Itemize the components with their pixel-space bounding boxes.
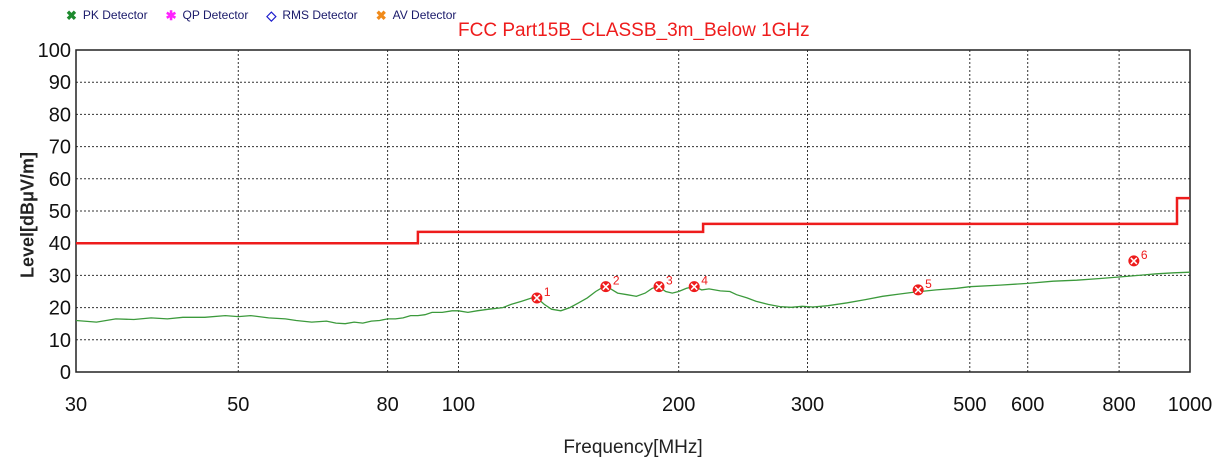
- pk-detector-marker-icon: ✖: [66, 7, 77, 23]
- x-axis-label: Frequency[MHz]: [563, 437, 703, 458]
- peak-marker-cross: [655, 283, 663, 291]
- y-tick-label: 10: [49, 330, 71, 352]
- y-tick-label: 20: [49, 298, 71, 320]
- x-tick-label: 100: [442, 394, 475, 416]
- rms-detector-marker-icon: ◇: [266, 7, 277, 23]
- x-tick-label: 500: [953, 394, 986, 416]
- y-tick-label: 30: [49, 265, 71, 287]
- chart-legend: ✖ PK Detector ✱ QP Detector ◇ RMS Detect…: [66, 7, 474, 23]
- limit-line: [76, 196, 1190, 245]
- peak-marker-label: 5: [925, 277, 932, 291]
- peak-marker-label: 6: [1141, 248, 1148, 262]
- legend-item-qp: ✱ QP Detector: [166, 8, 249, 22]
- y-tick-label: 90: [49, 72, 71, 94]
- y-tick-label: 100: [38, 40, 71, 62]
- peak-marker-label: 2: [613, 274, 620, 288]
- legend-item-av: ✖ AV Detector: [376, 8, 457, 22]
- av-detector-marker-icon: ✖: [375, 7, 387, 23]
- peak-marker-cross: [690, 283, 698, 291]
- x-tick-label: 1000: [1168, 394, 1213, 416]
- x-tick-label: 80: [376, 394, 398, 416]
- y-tick-label: 0: [60, 362, 71, 384]
- x-tick-label: 600: [1011, 394, 1044, 416]
- qp-detector-marker-icon: ✱: [165, 7, 177, 23]
- x-tick-label: 800: [1102, 394, 1135, 416]
- peak-marker-cross: [602, 283, 610, 291]
- pk-trace-line: [75, 271, 1191, 325]
- y-tick-label: 40: [49, 233, 71, 255]
- legend-label-qp: QP Detector: [182, 8, 249, 22]
- peak-marker-label: 3: [666, 274, 673, 288]
- plot-frame: [75, 49, 1191, 373]
- peak-marker-label: 4: [701, 274, 708, 288]
- legend-label-rms: RMS Detector: [282, 8, 358, 22]
- x-tick-label: 50: [227, 394, 249, 416]
- peak-marker-cross: [533, 294, 541, 302]
- peak-marker-cross: [914, 286, 922, 294]
- y-tick-label: 60: [49, 169, 71, 191]
- y-tick-label: 50: [49, 201, 71, 223]
- legend-item-rms: ◇ RMS Detector: [266, 8, 357, 22]
- peak-marker-label: 1: [544, 285, 551, 299]
- x-tick-label: 200: [662, 394, 695, 416]
- legend-label-pk: PK Detector: [82, 8, 148, 22]
- y-tick-label: 80: [49, 104, 71, 126]
- x-tick-label: 300: [791, 394, 824, 416]
- x-tick-label: 30: [65, 394, 87, 416]
- peak-marker-cross: [1130, 257, 1138, 265]
- y-tick-label: 70: [49, 137, 71, 159]
- chart-title: FCC Part15B_CLASSB_3m_Below 1GHz: [458, 20, 810, 41]
- legend-label-av: AV Detector: [392, 8, 457, 22]
- legend-item-pk: ✖ PK Detector: [66, 8, 148, 22]
